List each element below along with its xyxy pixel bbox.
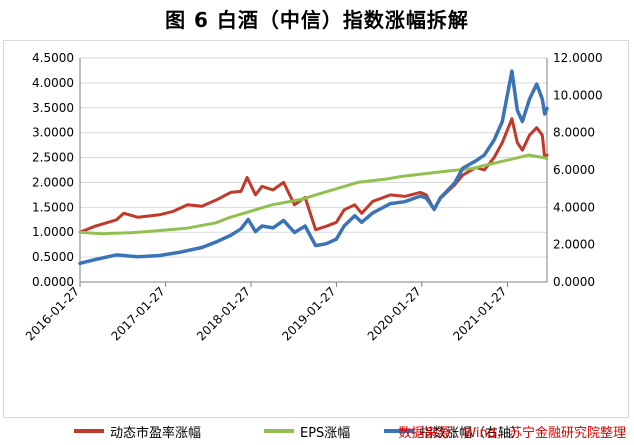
y-left-tick-label: 1.0000: [32, 225, 74, 239]
series-line-1: [78, 153, 549, 236]
source-note: 数据来源：Wind，苏宁金融研究院整理: [398, 426, 626, 441]
x-tick-label: 2017-01-27: [109, 284, 168, 343]
y-left-tick-label: 4.5000: [32, 51, 74, 65]
legend-item-eps: EPS涨幅: [264, 419, 350, 443]
figure-title: 图 6 白酒（中信）指数涨幅拆解: [165, 8, 469, 32]
y-right-tick-label: 10.0000: [553, 88, 603, 102]
y-left-tick-label: 0.0000: [32, 275, 74, 289]
legend-swatch-index: [384, 429, 414, 433]
y-left-tick-label: 3.5000: [32, 101, 74, 115]
legend-label-index: 指数涨幅（右轴）: [420, 425, 525, 441]
y-right-tick-label: 6.0000: [553, 163, 595, 177]
legend-label-eps: EPS涨幅: [300, 425, 351, 441]
line-chart: 0.0000 0.5000 1.0000 1.5000 2.0000 2.5000 3.00…: [23, 51, 603, 343]
y-right-tick-label: 2.0000: [553, 238, 595, 252]
legend-item-pe: 动态市盈率涨幅: [74, 419, 201, 443]
y-right-tick-label: 12.0000: [553, 51, 603, 65]
x-tick-label: 2016-01-27: [23, 284, 82, 343]
legend-label-pe: 动态市盈率涨幅: [110, 425, 202, 441]
legend-item-index: 指数涨幅（右轴）: [384, 419, 524, 443]
x-tick-label: 2020-01-27: [365, 284, 424, 343]
x-tick-label: 2019-01-27: [279, 284, 338, 343]
y-left-tick-label: 3.0000: [32, 126, 74, 140]
y-left-tick-label: 1.5000: [32, 200, 74, 214]
y-left-tick-label: 2.5000: [32, 151, 74, 165]
y-left-tick-label: 0.5000: [32, 250, 74, 264]
series-line-0: [78, 117, 549, 234]
chart-area: 0.0000 0.5000 1.0000 1.5000 2.0000 2.5000 3.00…: [3, 40, 629, 441]
y-left-tick-label: 4.0000: [32, 76, 74, 90]
y-right-tick-label: 4.0000: [553, 200, 595, 214]
series-line-2: [78, 69, 549, 266]
x-tick-label: 2021-01-27: [450, 284, 509, 343]
x-tick-label: 2018-01-27: [194, 284, 253, 343]
legend-swatch-pe: [74, 429, 104, 433]
y-left-tick-label: 2.0000: [32, 175, 74, 189]
legend-swatch-eps: [264, 429, 294, 433]
y-right-tick-label: 0.0000: [553, 275, 595, 289]
y-right-tick-label: 8.0000: [553, 126, 595, 140]
legend: 动态市盈率涨幅 EPS涨幅 指数涨幅（右轴）: [64, 419, 604, 443]
